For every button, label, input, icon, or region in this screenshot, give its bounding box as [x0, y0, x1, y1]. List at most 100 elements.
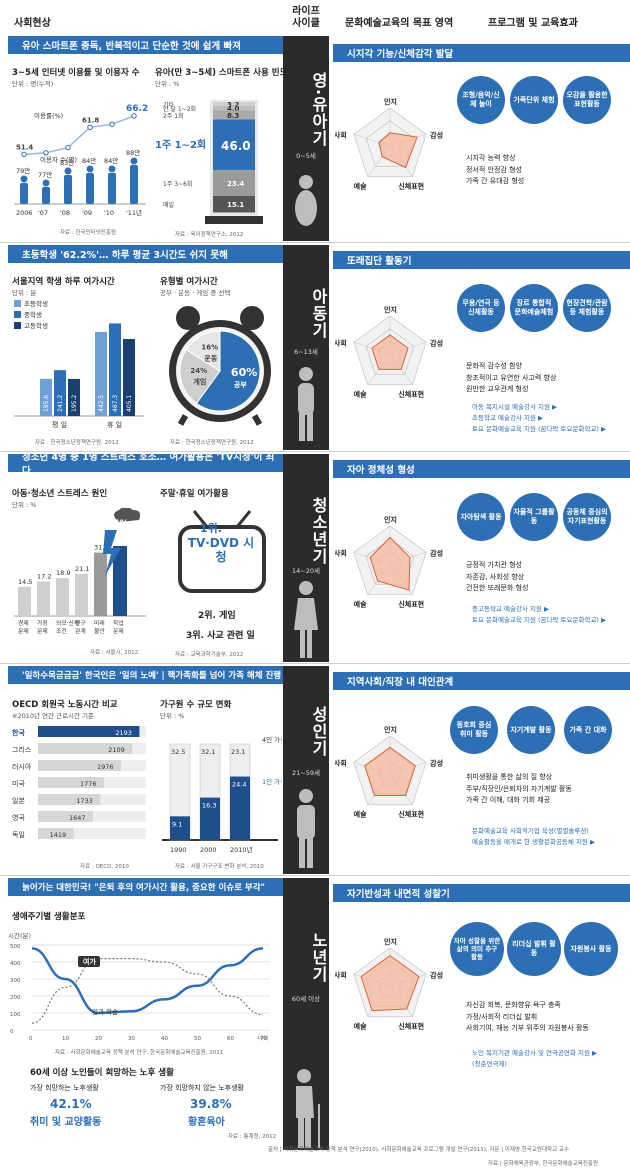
- stress-category: 경제: [18, 619, 29, 627]
- life-title-youth: 청소년기: [309, 497, 328, 565]
- goal-banner-infant: 시지각 기능/신체감각 발달: [333, 44, 630, 62]
- rate-point: [65, 144, 71, 151]
- user-figure-head: [20, 175, 28, 183]
- radar-label: 감성: [430, 548, 443, 557]
- leisure-label: 여가: [83, 957, 96, 966]
- c4-title: 유형별 여가시간: [160, 277, 218, 287]
- leisure-value: 241.2: [57, 395, 64, 412]
- oecd-bar: [38, 828, 74, 839]
- life-title-child: 아동기: [309, 287, 328, 339]
- x-tick: 40: [161, 1036, 168, 1042]
- frequency-category: 1주 3~6회: [163, 180, 192, 188]
- pie-slice: [185, 330, 221, 372]
- internet-usage-chart: 51.4 61.8 66.2 이용률(%) 79만 2006 77만 '07 83만 '08 84만…: [14, 104, 148, 217]
- x-tick: 0: [29, 1036, 33, 1042]
- radar-label: 신체표현: [398, 600, 424, 609]
- x-tick: 2010년: [230, 845, 253, 854]
- program-circle: 가족 간 대화: [564, 706, 612, 754]
- program-circle: 현장견학/관람 등 체험활동: [563, 284, 611, 332]
- oecd-country: 영국: [12, 813, 25, 822]
- leisure-bar: [109, 323, 121, 416]
- pie-value: 16%: [201, 344, 218, 352]
- c7-unit: ※2010년 연간 근로시간 기준: [12, 712, 95, 720]
- oecd-country: 그리스: [12, 745, 32, 754]
- rate-point: [87, 124, 93, 131]
- leisure-type-pie-chart: 60%공부 24% 게임 16% 운동: [169, 306, 271, 426]
- program-circle: 자율적 그룹활동: [510, 493, 558, 541]
- radar-label: 예술: [354, 182, 367, 191]
- rate-label: 61.8: [82, 116, 99, 124]
- c4-unit: 공부 · 운동 · 게임 중 선택: [160, 289, 231, 297]
- radar-label: 인지: [384, 725, 397, 734]
- adult-silhouette-icon: [297, 789, 315, 868]
- radar-label: 사회: [335, 758, 347, 767]
- oecd-bar: [38, 794, 101, 805]
- phone-base: [205, 216, 263, 224]
- radar-label: 사회: [335, 548, 347, 557]
- youth-silhouette-icon: [294, 581, 318, 658]
- legend-label: 초등학생: [24, 299, 48, 308]
- c5-title: 아동·청소년 스트레스 원인: [12, 489, 108, 499]
- one-person-value: 24.4: [232, 781, 246, 789]
- c3-title: 서울지역 학생 하루 여가시간: [12, 277, 115, 287]
- program-circle: 자원봉사 활동: [564, 922, 618, 976]
- stress-value: 18.9: [56, 569, 70, 577]
- radar-label: 예술: [354, 390, 367, 399]
- user-figure-head: [108, 165, 116, 173]
- program-links-senior[interactable]: 노인 복지기관 예술강사 및 연극공연화 지원 ▶ (청춘연극제): [472, 1049, 598, 1068]
- frequency-value: 8.3: [227, 112, 240, 120]
- leisure-bar: [54, 370, 66, 416]
- stress-category: 문제: [113, 627, 124, 635]
- rate-point: [21, 151, 27, 158]
- radar-label: 인지: [384, 305, 397, 314]
- x-tick: 60: [227, 1036, 234, 1042]
- c2-unit: 단위 : %: [155, 80, 180, 88]
- c10-not-item: 황혼육아: [188, 1117, 225, 1128]
- stress-category: 관계: [75, 627, 86, 635]
- frequency-segment: [213, 119, 255, 171]
- program-circle: 가족단위 체험: [510, 76, 558, 124]
- c9-title: 생애주기별 생활분포: [12, 912, 86, 922]
- c4-source: 자료 : 한국청소년정책연구원, 2012: [170, 440, 254, 446]
- radar-label: 감성: [430, 130, 443, 139]
- x-tick: 20: [95, 1036, 102, 1042]
- program-links-child[interactable]: 아동 복지시설 예술강사 지원 ▶ 초등학교 예술강사 지원 ▶ 토요 문화예술교육…: [472, 403, 607, 433]
- y-tick: 0: [10, 1029, 14, 1035]
- radar-label: 감성: [430, 970, 443, 979]
- radar-label: 인지: [384, 937, 397, 946]
- tv-icon: [178, 510, 266, 593]
- x-tick: 평 일: [52, 420, 67, 429]
- leisure-value: 405.1: [126, 395, 133, 412]
- x-tick: '10: [104, 209, 114, 217]
- leisure-tag: [78, 956, 100, 967]
- oecd-country: 독일: [12, 830, 25, 839]
- pie-label: 게임: [193, 377, 206, 386]
- user-figure-head: [86, 165, 94, 173]
- frequency-category: 매일: [163, 201, 174, 209]
- leisure-value: 195.2: [71, 395, 78, 412]
- x-tick: '09: [82, 209, 92, 217]
- users-series-label: 이용자 수(명): [40, 155, 77, 164]
- stress-bar: [56, 578, 69, 616]
- oecd-value: 1733: [76, 797, 93, 805]
- banner-infant: 유아 스마트폰 중독, 반복적이고 단순한 것에 쉽게 빠져: [8, 36, 283, 54]
- c5-unit: 단위 : %: [12, 501, 37, 509]
- c1-unit: 단위 : 명(누적): [12, 80, 54, 88]
- life-title-senior: 노년기: [309, 931, 328, 983]
- leisure-bar: [95, 331, 107, 416]
- program-links-youth[interactable]: 중고등학교 예술강사 지원 ▶ 토요 문화예술교육 지원 (꿈다락 토요문화학교)…: [472, 605, 607, 624]
- c1-source: 자료 : 한국인터넷진흥원: [60, 230, 116, 236]
- program-links-adult[interactable]: 문화예술교육 사회적기업 육성(별별솔루션) 예술활동을 매개로 한 생활문화공동…: [472, 827, 595, 846]
- goal-banner-senior: 자기반성과 내면적 성찰기: [333, 884, 630, 902]
- banner-adult: '일하수목금금금' 한국인은 '일의 노예' | 핵가족화를 넘어 가족 해체 …: [8, 666, 283, 684]
- c10-want-label: 가장 희망하는 노후생활: [30, 1084, 99, 1092]
- x-tick: '11년: [126, 208, 142, 217]
- goal-banner-youth: 자아 정체성 형성: [333, 460, 630, 478]
- legend-swatch: [14, 300, 21, 307]
- radar-label: 사회: [335, 130, 347, 139]
- x-tick: 10: [62, 1036, 69, 1042]
- pie-slice: [179, 348, 221, 405]
- c6-third: 3위. 사교 관련 일: [186, 631, 255, 641]
